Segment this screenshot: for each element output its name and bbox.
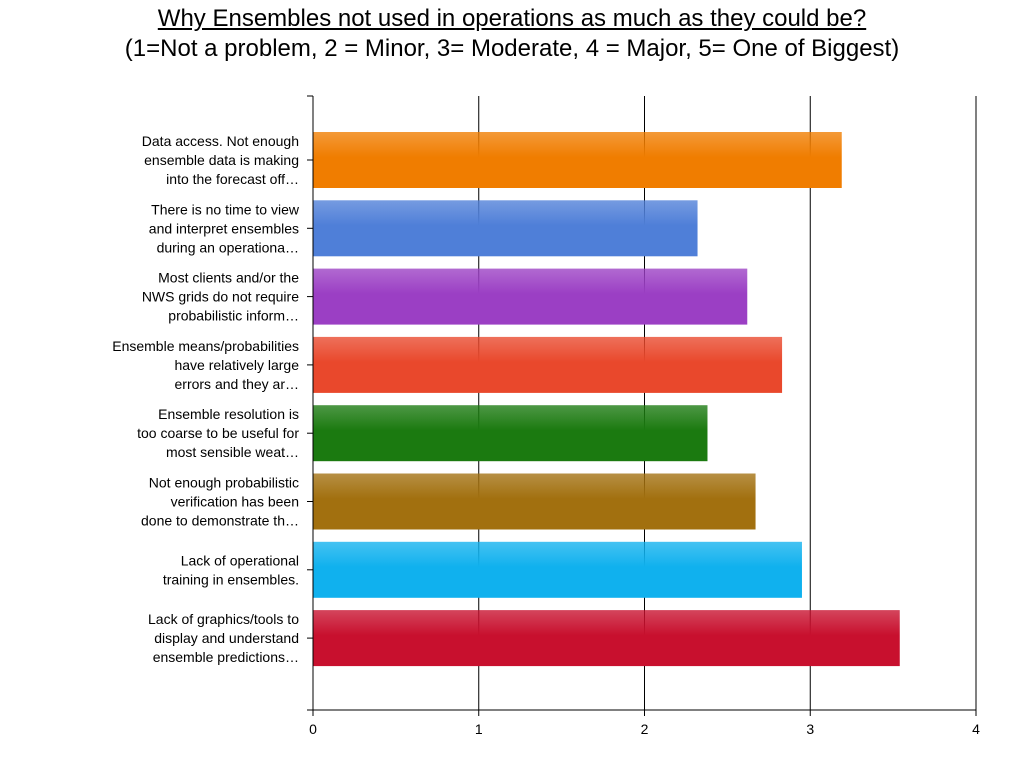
bar (313, 336, 783, 393)
category-label: probabilistic inform… (168, 308, 299, 324)
category-label: Most clients and/or the (158, 270, 299, 286)
category-label: and interpret ensembles (149, 220, 299, 236)
category-label: Not enough probabilistic (149, 475, 299, 491)
bar (313, 405, 708, 462)
bar (313, 541, 802, 598)
bar (313, 473, 756, 530)
x-tick-label: 2 (641, 721, 649, 737)
category-label: Lack of graphics/tools to (148, 611, 299, 627)
category-label: Ensemble resolution is (158, 406, 299, 422)
bar (313, 132, 842, 188)
category-label: display and understand (154, 630, 299, 646)
x-tick-label: 1 (475, 721, 483, 737)
category-label: There is no time to view (151, 201, 300, 217)
category-label: Ensemble means/probabilities (112, 338, 299, 354)
category-label: have relatively large (174, 357, 299, 373)
x-tick-label: 0 (309, 721, 317, 737)
category-label: NWS grids do not require (142, 289, 299, 305)
category-label: verification has been (171, 494, 299, 510)
bar (313, 610, 900, 667)
x-tick-label: 4 (972, 721, 980, 737)
category-label: ensemble data is making (144, 152, 299, 168)
category-label: Data access. Not enough (142, 133, 299, 149)
title-block: Why Ensembles not used in operations as … (0, 4, 1024, 64)
category-label: done to demonstrate th… (141, 513, 299, 529)
chart-subtitle: (1=Not a problem, 2 = Minor, 3= Moderate… (124, 35, 900, 62)
category-label: during an operationa… (157, 239, 299, 255)
category-label: ensemble predictions… (153, 649, 299, 665)
category-label: too coarse to be useful for (137, 425, 299, 441)
category-label: Lack of operational (181, 552, 299, 568)
x-tick-label: 3 (806, 721, 814, 737)
category-label: errors and they ar… (175, 376, 300, 392)
bar (313, 268, 748, 325)
category-label: training in ensembles. (163, 571, 299, 587)
chart-title: Why Ensembles not used in operations as … (157, 5, 867, 32)
category-label: most sensible weat… (166, 444, 299, 460)
category-label: into the forecast off… (166, 171, 299, 187)
bar (313, 200, 698, 257)
